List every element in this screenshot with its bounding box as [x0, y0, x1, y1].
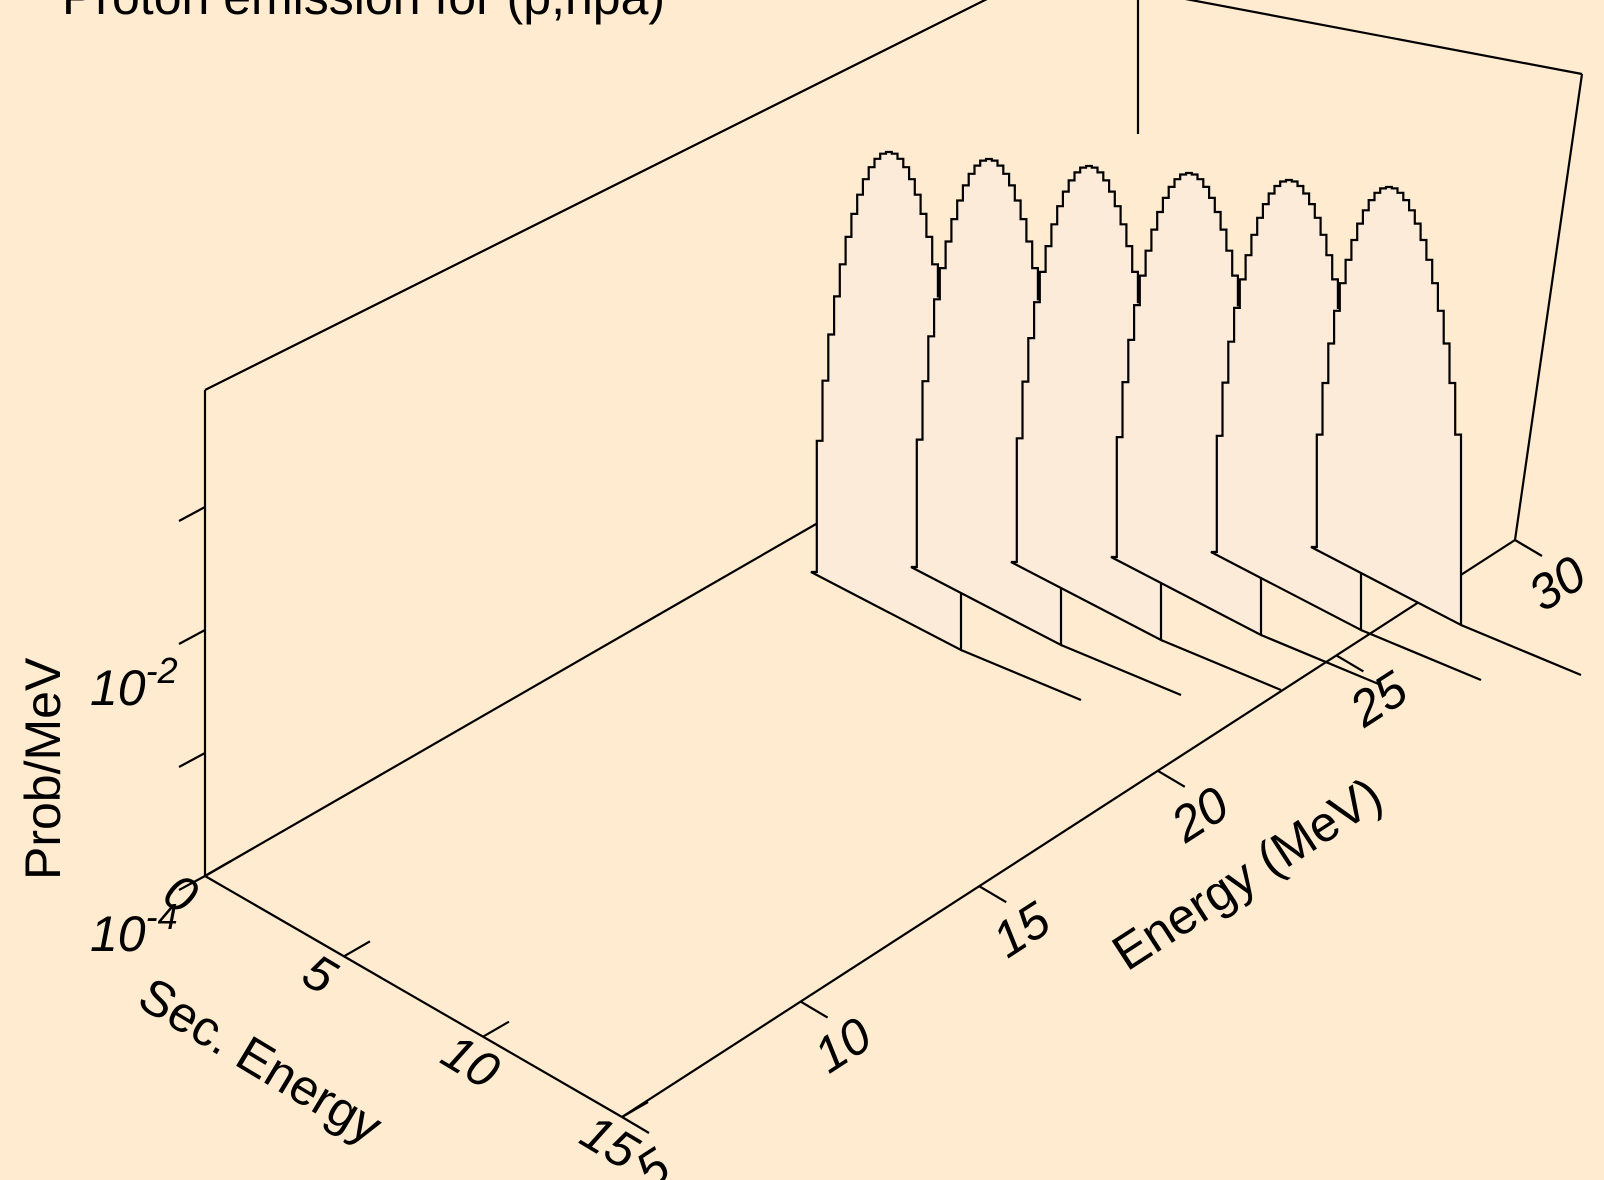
slice-baseline-22.5 — [1260, 633, 1382, 687]
y-tick-label-10: 10 — [804, 1006, 881, 1083]
y-tick-30 — [1514, 539, 1543, 557]
axes-box — [203, 0, 1584, 1118]
x-tick-label-5: 5 — [293, 943, 346, 1005]
y-tick-label-15: 15 — [983, 891, 1060, 968]
spectra-slices — [810, 150, 1582, 702]
y-tick-20 — [1157, 769, 1186, 788]
spectrum-slice-27.5 — [1310, 185, 1463, 627]
floor-back-edge — [204, 515, 831, 877]
z-tick-label-0: 10-4 — [90, 896, 178, 962]
z-tick-label-1: 10-2 — [90, 650, 178, 716]
right-top-edge — [1184, 0, 1583, 76]
z-tick-exp-1: -2 — [146, 650, 178, 691]
y-tick-5 — [621, 1116, 650, 1134]
y-tick-15 — [978, 885, 1007, 904]
z-tick--1 — [178, 506, 206, 522]
z-tick--4 — [178, 875, 206, 891]
slice-baseline-27.5 — [1460, 623, 1582, 677]
slice-baseline-25 — [1360, 628, 1482, 682]
x-tick-label-10: 10 — [432, 1023, 509, 1100]
floor-front-edge — [621, 539, 1516, 1118]
slice-baseline-15 — [960, 648, 1082, 702]
right-back-edge — [1513, 73, 1584, 541]
slice-baseline-17.5 — [1060, 643, 1182, 697]
z-tick-base-1: 10 — [90, 660, 146, 716]
chart-title: Proton emission for (p,npa) — [62, 0, 665, 25]
x-tick-15 — [621, 1101, 649, 1118]
z-axis-label: Prob/MeV — [15, 657, 71, 880]
back-top-edge — [204, 0, 988, 391]
y-axis-label: Energy (MeV) — [1102, 766, 1391, 981]
x-axis-label: Sec. Energy — [129, 966, 391, 1154]
y-tick-label-20: 20 — [1160, 776, 1238, 854]
y-tick-label-30: 30 — [1518, 545, 1595, 622]
x-tick-0 — [204, 860, 232, 877]
z-tick--2 — [178, 629, 206, 645]
z-tick-exp-0: -4 — [146, 896, 178, 937]
y-tick-25 — [1335, 654, 1364, 673]
z-tick-base-0: 10 — [90, 906, 146, 962]
slice-baseline-20 — [1160, 638, 1282, 692]
x-tick-5 — [343, 940, 371, 958]
z-tick--3 — [178, 752, 206, 768]
y-tick-10 — [800, 1000, 829, 1019]
x-tick-10 — [482, 1020, 510, 1038]
floor-left-edge — [204, 875, 623, 1118]
